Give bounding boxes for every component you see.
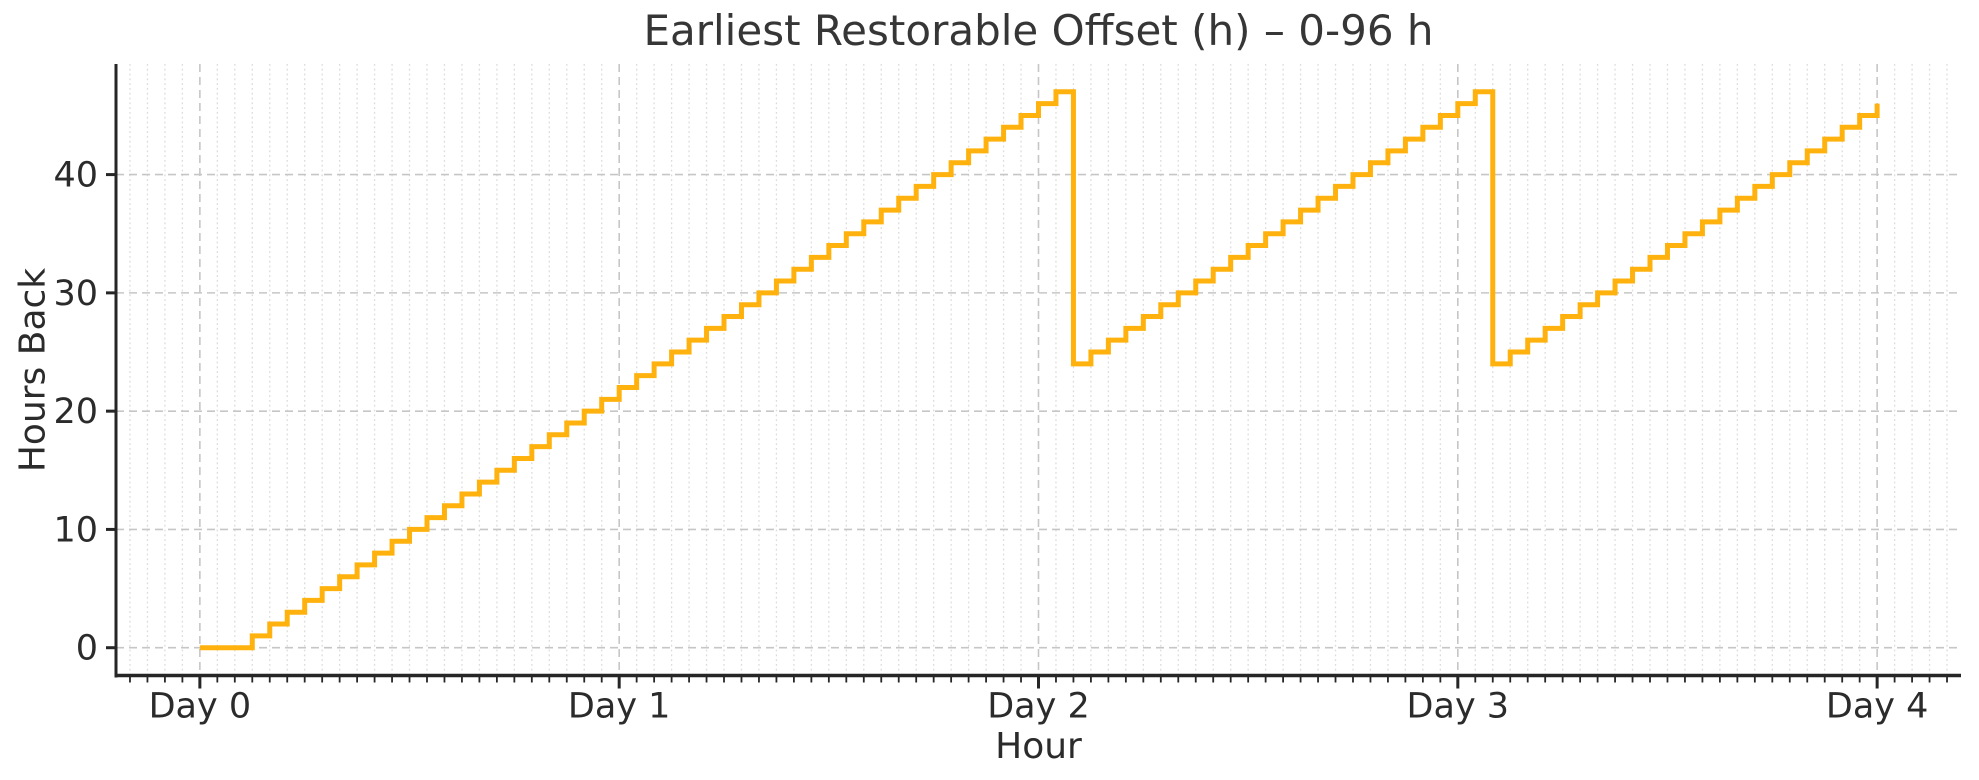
x-ticks <box>129 675 1948 689</box>
x-minor-gridlines <box>129 64 1948 676</box>
x-tick-label: Day 0 <box>149 687 252 727</box>
offset-step-line <box>199 89 1880 651</box>
y-tick-label: 10 <box>53 510 98 550</box>
y-ticks <box>106 173 116 650</box>
x-tick-label: Day 3 <box>1407 687 1510 727</box>
x-tick-labels: Day 0 Day 1 Day 2 Day 3 Day 4 <box>149 687 1929 727</box>
y-tick-label: 30 <box>53 274 98 314</box>
series-line <box>199 89 1880 651</box>
x-axis-label: Hour <box>995 726 1082 767</box>
x-major-gridlines <box>199 64 1878 676</box>
y-tick-labels: 0 10 20 30 40 <box>53 156 98 669</box>
y-tick-label: 20 <box>53 392 98 432</box>
x-tick-label: Day 2 <box>987 687 1090 727</box>
x-tick-label: Day 4 <box>1826 687 1929 727</box>
x-tick-label: Day 1 <box>568 687 671 727</box>
y-gridlines <box>116 173 1961 649</box>
y-tick-label: 40 <box>53 156 98 196</box>
chart-title: Earliest Restorable Offset (h) – 0-96 h <box>643 6 1434 55</box>
y-tick-label: 0 <box>76 629 98 669</box>
